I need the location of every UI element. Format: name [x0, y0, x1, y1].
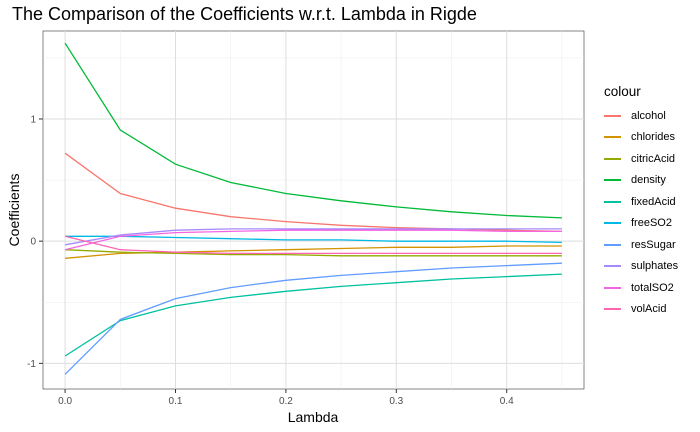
legend-label: sulphates	[631, 260, 679, 273]
y-tick-label: -1	[27, 359, 36, 370]
legend-swatch	[604, 265, 621, 268]
legend-swatch	[604, 286, 621, 289]
legend-item-fixedAcid: fixedAcid	[604, 191, 678, 213]
axes: 0.0 0.1 0.2 0.3 0.4 -1 0 1	[27, 114, 514, 407]
legend-item-volAcid: volAcid	[604, 299, 678, 321]
series-line-density	[64, 42, 562, 219]
y-tick-label: 1	[30, 114, 36, 125]
series-line-fixedAcid	[64, 273, 562, 357]
series-line-totalSO2	[64, 229, 562, 251]
series-line-resSugar	[64, 262, 562, 375]
series-line-freeSO2	[65, 235, 562, 244]
legend-swatch	[604, 200, 621, 203]
x-tick-label: 0.2	[279, 396, 293, 407]
legend-label: volAcid	[631, 303, 667, 316]
legend-label: citricAcid	[631, 152, 676, 165]
legend-item-sulphates: sulphates	[604, 256, 678, 278]
legend-item-density: density	[604, 170, 678, 192]
legend: colour alcohol chlorides citricAcid density…	[604, 84, 678, 320]
x-axis-label: Lambda	[288, 409, 339, 425]
y-axis-label: Coefficients	[6, 174, 22, 247]
x-tick-label: 0.3	[389, 396, 403, 407]
plot-panel	[42, 30, 585, 390]
legend-item-chlorides: chlorides	[604, 127, 678, 149]
legend-items: alcohol chlorides citricAcid density fixedAc…	[604, 105, 678, 320]
series-lines	[64, 42, 562, 375]
x-tick-label: 0.0	[58, 396, 72, 407]
legend-item-citricAcid: citricAcid	[604, 148, 678, 170]
legend-label: freeSO2	[631, 217, 672, 230]
legend-label: chlorides	[631, 131, 676, 144]
legend-label: fixedAcid	[631, 195, 676, 208]
legend-item-resSugar: resSugar	[604, 234, 678, 256]
y-tick-label: 0	[30, 237, 36, 248]
legend-swatch	[604, 136, 621, 139]
legend-swatch	[604, 308, 621, 311]
x-tick-label: 0.1	[169, 396, 183, 407]
legend-swatch	[604, 157, 621, 160]
x-tick-label: 0.4	[500, 396, 514, 407]
legend-swatch	[604, 243, 621, 246]
legend-label: alcohol	[631, 109, 666, 122]
legend-swatch	[604, 179, 621, 182]
legend-item-alcohol: alcohol	[604, 105, 678, 127]
legend-label: totalSO2	[631, 281, 674, 294]
legend-title: colour	[604, 84, 641, 99]
series-line-citricAcid	[65, 249, 562, 257]
legend-item-totalSO2: totalSO2	[604, 277, 678, 299]
legend-swatch	[604, 222, 621, 225]
series-line-sulphates	[64, 228, 562, 246]
chart-title: The Comparison of the Coefficients w.r.t…	[12, 4, 477, 24]
series-line-volAcid	[64, 235, 562, 255]
legend-item-freeSO2: freeSO2	[604, 213, 678, 235]
legend-swatch	[604, 114, 621, 117]
legend-label: resSugar	[631, 238, 676, 251]
legend-label: density	[631, 174, 666, 187]
